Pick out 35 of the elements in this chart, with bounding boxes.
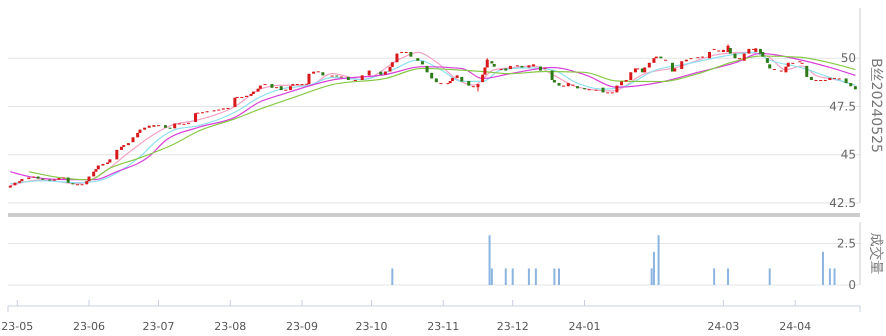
bar: [558, 268, 560, 285]
x-tick-label: 23-05: [1, 320, 34, 334]
y-tick-label: 0: [848, 278, 856, 292]
bar: [828, 268, 831, 285]
x-tick-label: 23-10: [356, 320, 388, 334]
y-tick-label: 42.5: [829, 196, 856, 210]
bar: [658, 235, 660, 285]
y-tick-label: 47.5: [829, 99, 856, 114]
bar: [553, 268, 556, 285]
y-tick-label: 45: [840, 148, 856, 162]
x-tick-label: 23-07: [142, 320, 174, 334]
x-tick-label: 23-11: [427, 320, 460, 334]
bar: [768, 268, 771, 285]
bar: [391, 268, 394, 285]
y-axis-title: 成交量: [868, 232, 884, 274]
bar: [504, 268, 507, 285]
bar: [488, 235, 491, 285]
y-axis-title: B丝20240525: [868, 58, 884, 153]
bar: [727, 268, 730, 285]
x-tick-label: 23-06: [73, 320, 106, 334]
bar: [834, 268, 836, 285]
x-tick-label: 24-03: [707, 320, 740, 334]
x-tick-label: 23-08: [214, 320, 246, 334]
bar: [822, 252, 824, 285]
bar: [534, 268, 537, 285]
x-tick-label: 23-12: [496, 320, 529, 334]
x-tick-label: 24-01: [568, 320, 600, 334]
bar: [713, 268, 716, 285]
bar: [528, 268, 530, 285]
y-tick-label: 2.5: [836, 236, 856, 250]
bar: [652, 252, 655, 285]
x-tick-label: 24-04: [779, 320, 812, 334]
bar: [512, 268, 514, 285]
y-tick-label: 50: [840, 51, 856, 66]
x-tick-label: 23-09: [286, 320, 318, 334]
